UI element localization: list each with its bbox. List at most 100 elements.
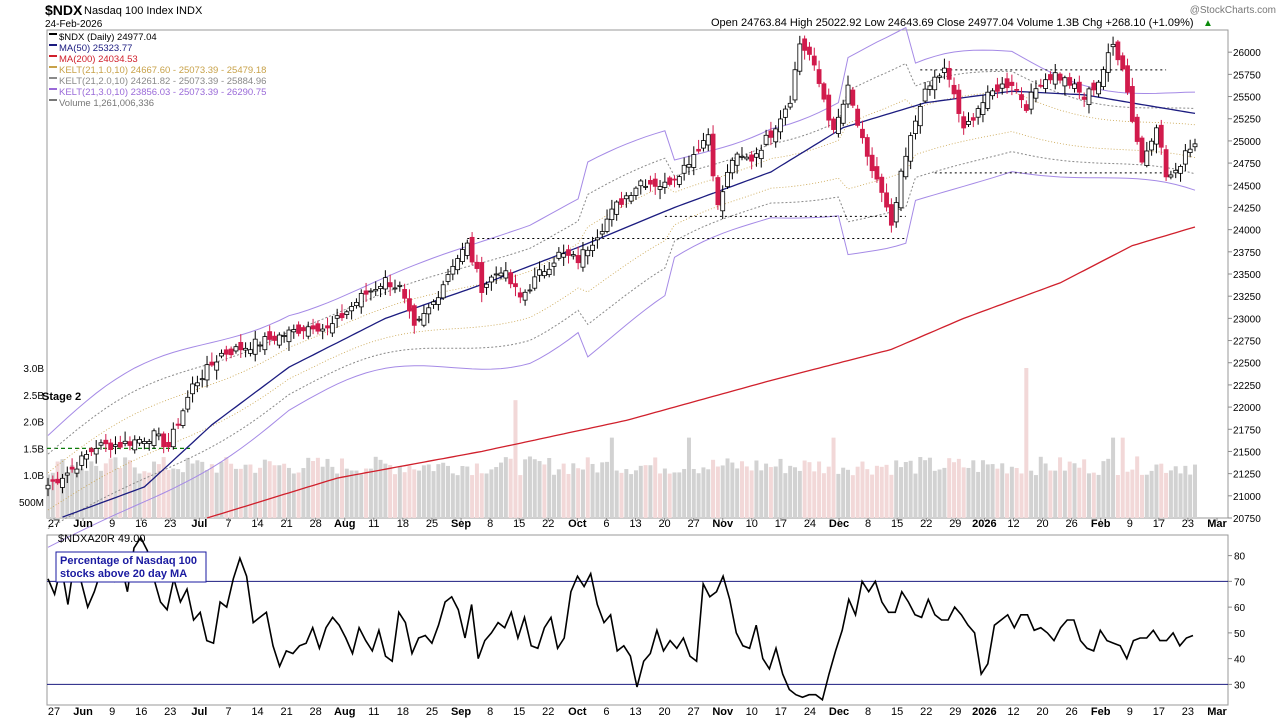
candle-body bbox=[917, 105, 923, 127]
volume-bar bbox=[556, 469, 561, 518]
candle-body bbox=[850, 89, 856, 106]
volume-bar bbox=[1086, 473, 1091, 518]
candle-body bbox=[840, 103, 846, 124]
candle-body bbox=[763, 134, 769, 145]
candle-body bbox=[725, 171, 730, 188]
price-tick-label: 21750 bbox=[1233, 425, 1261, 436]
stage-label: Stage 2 bbox=[42, 391, 81, 403]
volume-bar bbox=[937, 469, 942, 518]
volume-bar bbox=[301, 468, 306, 518]
volume-bar bbox=[103, 463, 108, 518]
date-axis: 27 27 Jun Jun 9 9 16 16 23 23 Jul Jul 7 7 14 14 21 21 28 28… bbox=[48, 518, 1227, 718]
volume-bar bbox=[870, 474, 875, 518]
x-tick-label: Aug bbox=[334, 706, 355, 718]
candle-body bbox=[1086, 88, 1092, 106]
volume-bar bbox=[792, 467, 797, 518]
candle-body bbox=[623, 195, 629, 200]
candle-body bbox=[1101, 69, 1106, 87]
volume-bar bbox=[1154, 464, 1159, 518]
legend-swatch bbox=[49, 77, 57, 79]
breadth-tick-label: 30 bbox=[1234, 680, 1246, 691]
x-tick-label: 29 bbox=[949, 518, 961, 530]
volume-bar bbox=[339, 458, 344, 518]
volume-bar bbox=[446, 465, 451, 518]
volume-bar bbox=[513, 400, 518, 518]
candle-body bbox=[325, 325, 330, 329]
candle-body bbox=[252, 338, 258, 355]
volume-bar bbox=[465, 466, 470, 518]
volume-bar bbox=[378, 459, 383, 518]
volume-bar bbox=[605, 461, 610, 518]
candle-body bbox=[691, 154, 697, 168]
candle-body bbox=[532, 276, 538, 289]
volume-tick-label: 500M bbox=[19, 498, 44, 509]
candle-body bbox=[1091, 82, 1097, 91]
price-frame bbox=[46, 29, 1229, 519]
candle-body bbox=[382, 277, 388, 290]
volume-bar bbox=[1139, 474, 1144, 518]
volume-bar bbox=[701, 467, 706, 518]
volume-bar bbox=[436, 464, 441, 518]
volume-bar bbox=[576, 468, 581, 518]
candle-body bbox=[869, 154, 875, 172]
symbol-label: $NDX bbox=[45, 2, 83, 18]
candle-body bbox=[662, 181, 668, 188]
candle-body bbox=[922, 88, 928, 102]
volume-bar bbox=[552, 474, 557, 518]
candle-body bbox=[628, 195, 634, 202]
candle-body bbox=[272, 335, 277, 341]
volume-bar bbox=[127, 460, 132, 518]
candle-body bbox=[440, 284, 446, 299]
candle-body bbox=[517, 292, 523, 298]
volume-bar bbox=[176, 469, 181, 518]
candle-body bbox=[879, 176, 885, 193]
volume-bar bbox=[1178, 473, 1183, 518]
x-tick-label: 6 bbox=[603, 706, 609, 718]
candle-body bbox=[354, 302, 359, 307]
volume-bar bbox=[595, 472, 600, 518]
candle-body bbox=[228, 348, 234, 356]
volume-bar bbox=[961, 467, 966, 518]
candle-body bbox=[291, 329, 297, 333]
volume-bar bbox=[537, 461, 542, 518]
candle-body bbox=[320, 328, 326, 332]
volume-bar bbox=[1159, 463, 1164, 518]
candle-body bbox=[908, 135, 914, 162]
candle-body bbox=[826, 94, 832, 121]
candle-body bbox=[551, 262, 557, 267]
volume-bar bbox=[219, 461, 224, 518]
volume-bar bbox=[903, 462, 908, 518]
volume-bar bbox=[306, 457, 311, 518]
candle-body bbox=[566, 249, 571, 256]
x-tick-label: 15 bbox=[513, 518, 525, 530]
candle-body bbox=[927, 85, 933, 90]
volume-bar bbox=[1096, 474, 1101, 518]
volume-bar bbox=[1024, 368, 1029, 518]
candle-body bbox=[595, 237, 600, 241]
candle-body bbox=[503, 270, 509, 279]
volume-bar bbox=[836, 473, 841, 518]
volume-bar bbox=[426, 464, 431, 518]
volume-bar bbox=[1033, 475, 1038, 518]
volume-bar bbox=[243, 464, 248, 518]
volume-bar bbox=[956, 458, 961, 518]
volume-bar bbox=[407, 466, 412, 518]
x-tick-label: 13 bbox=[629, 706, 641, 718]
volume-bar bbox=[547, 458, 552, 518]
volume-bar bbox=[1149, 470, 1154, 518]
volume-bar bbox=[161, 457, 166, 518]
candle-body bbox=[1038, 84, 1044, 87]
volume-bar bbox=[262, 459, 267, 518]
x-tick-label: 27 bbox=[688, 518, 700, 530]
candle-body bbox=[758, 149, 764, 160]
volume-bar bbox=[1101, 461, 1106, 518]
quote-readout: Open 24763.84 High 25022.92 Low 24643.69… bbox=[711, 17, 1194, 29]
volume-bar bbox=[233, 468, 238, 518]
volume-bar bbox=[1183, 465, 1188, 518]
volume-bar bbox=[889, 474, 894, 518]
price-tick-label: 26000 bbox=[1233, 48, 1261, 59]
candle-body bbox=[474, 261, 480, 269]
price-tick-label: 23750 bbox=[1233, 248, 1261, 259]
volume-bar bbox=[412, 469, 417, 518]
